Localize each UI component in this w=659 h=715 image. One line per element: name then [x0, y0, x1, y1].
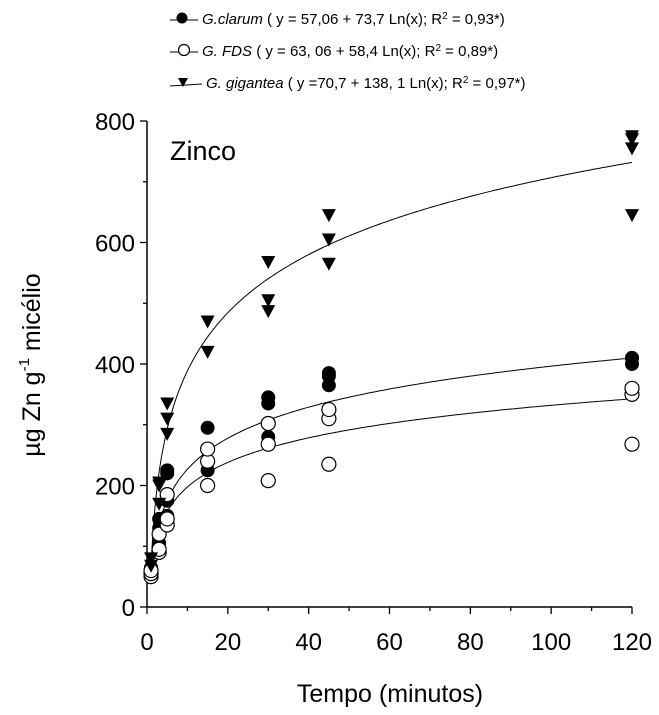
data-point-series-2	[200, 345, 215, 359]
data-point-series-2	[321, 209, 336, 223]
y-tick-label: 200	[95, 474, 135, 501]
fit-curve-0	[150, 357, 633, 573]
fit-curves	[150, 161, 633, 573]
data-point-series-1	[260, 473, 276, 489]
legend-equation-g-gigantea: ( y =70,7 + 138, 1 Ln(x); R2 = 0,97*)	[287, 75, 526, 92]
data-point-series-2	[625, 209, 639, 223]
fit-curve-1	[150, 398, 633, 569]
data-point-series-2	[152, 476, 167, 490]
legend-label-g-fds: G. FDS ( y = 63, 06 + 58,4 Ln(x); R2 = 0…	[202, 43, 499, 60]
data-point-series-1	[260, 415, 276, 432]
data-point-series-0	[261, 390, 276, 405]
data-point-series-2	[321, 233, 336, 247]
x-tick-label: 100	[531, 629, 571, 656]
data-point-series-2	[144, 552, 159, 566]
x-tick-label: 40	[295, 629, 322, 656]
data-point-series-2	[160, 397, 175, 411]
data-point-series-2	[152, 497, 167, 511]
data-point-series-1	[624, 436, 640, 452]
data-point-series-1	[159, 511, 175, 527]
legend-equation-g-fds: ( y = 63, 06 + 58,4 Ln(x); R2 = 0,89*)	[256, 43, 499, 60]
chart-axes: 0 20 40 60 80 100 120 0 200 400 600 800	[95, 109, 652, 656]
data-point-series-2	[625, 142, 639, 156]
data-point-series-2	[200, 315, 215, 329]
x-tick-label: 20	[214, 629, 241, 656]
data-point-series-1	[200, 441, 216, 457]
data-point-series-2	[144, 559, 159, 573]
x-tick-label: 0	[140, 629, 153, 656]
data-points	[143, 130, 640, 585]
x-axis-label: Tempo (minutos)	[297, 680, 483, 708]
legend-label-g-gigantea: G. gigantea ( y =70,7 + 138, 1 Ln(x); R2…	[206, 75, 526, 92]
data-point-series-2	[160, 427, 175, 441]
legend-equation-g-clarum: ( y = 57,06 + 73,7 Ln(x); R2 = 0,93*)	[267, 11, 505, 28]
data-point-series-1	[260, 436, 276, 452]
data-point-series-2	[261, 305, 276, 319]
data-point-series-1	[624, 380, 640, 396]
y-tick-label: 400	[95, 352, 135, 379]
data-point-series-0	[321, 366, 336, 381]
legend-entry-g-clarum: G.clarum ( y = 57,06 + 73,7 Ln(x); R2 = …	[168, 4, 656, 36]
data-point-series-0	[625, 350, 639, 365]
legend-marker-open-circle	[170, 43, 198, 57]
data-point-series-1	[200, 477, 216, 494]
x-tick-label: 80	[457, 629, 484, 656]
x-tick-label: 120	[612, 629, 652, 656]
data-point-series-2	[261, 294, 276, 308]
chart-annotation: Zinco	[170, 136, 236, 166]
data-point-series-2	[160, 412, 175, 426]
data-point-series-0	[160, 463, 175, 478]
data-point-series-1	[321, 401, 337, 418]
legend-marker-filled-circle	[170, 12, 198, 24]
data-point-series-2	[261, 255, 276, 269]
data-point-series-2	[321, 257, 336, 271]
data-point-series-0	[200, 420, 215, 435]
x-tick-label: 60	[376, 629, 403, 656]
legend-marker-filled-down-triangle	[169, 78, 203, 87]
data-point-series-1	[321, 456, 337, 472]
legend-entry-g-fds: G. FDS ( y = 63, 06 + 58,4 Ln(x); R2 = 0…	[168, 36, 656, 68]
y-tick-label: 800	[95, 109, 135, 136]
data-point-series-2	[625, 130, 639, 144]
y-tick-label: 0	[122, 595, 135, 622]
legend-label-g-clarum: G.clarum ( y = 57,06 + 73,7 Ln(x); R2 = …	[202, 11, 505, 28]
chart-legend: G.clarum ( y = 57,06 + 73,7 Ln(x); R2 = …	[168, 4, 656, 100]
y-axis-label: µg Zn g-1 micélio	[16, 273, 46, 456]
legend-entry-g-gigantea: G. gigantea ( y =70,7 + 138, 1 Ln(x); R2…	[168, 68, 656, 100]
fit-curve-2	[150, 161, 633, 565]
y-tick-label: 600	[95, 231, 135, 258]
